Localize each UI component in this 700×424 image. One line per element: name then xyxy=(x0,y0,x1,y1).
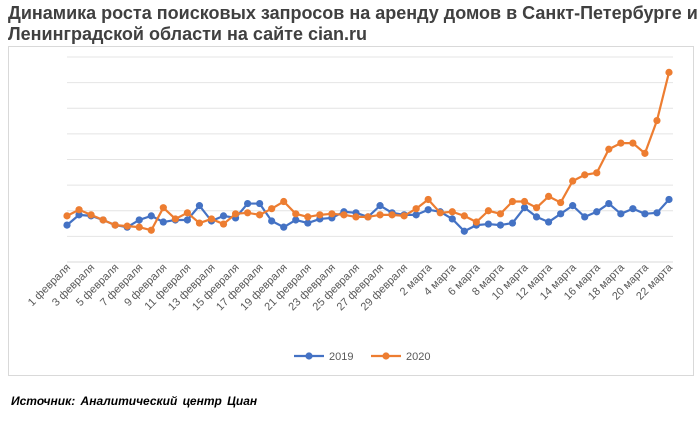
data-point-2019 xyxy=(520,204,529,212)
legend-label: 2019 xyxy=(329,351,353,363)
source-note: Источник: Аналитический центр Циан xyxy=(11,394,258,408)
data-point-2020 xyxy=(244,209,252,217)
data-point-2020 xyxy=(412,205,420,213)
data-point-2019 xyxy=(424,206,432,214)
data-point-2020 xyxy=(400,212,408,220)
data-point-2019 xyxy=(292,216,300,224)
data-point-2019 xyxy=(508,219,517,227)
chart-title: Динамика роста поисковых запросов на аре… xyxy=(8,3,698,44)
data-point-2020 xyxy=(111,221,119,229)
data-point-2020 xyxy=(195,219,204,227)
data-point-2019 xyxy=(304,219,312,227)
data-point-2020 xyxy=(123,222,131,230)
data-point-2020 xyxy=(256,211,264,219)
data-point-2019 xyxy=(605,199,613,208)
data-point-2020 xyxy=(605,145,613,153)
data-point-2020 xyxy=(496,210,505,218)
data-point-2019 xyxy=(484,220,492,228)
chart-area: 1 февраля 3 февраля 5 февраля 7 февраля 9 фе… xyxy=(8,46,694,376)
data-point-2020 xyxy=(147,226,155,234)
data-point-2020 xyxy=(520,197,529,206)
data-point-2020 xyxy=(629,139,637,147)
series-layer xyxy=(63,68,673,235)
data-point-2019 xyxy=(256,199,264,208)
data-point-2019 xyxy=(244,199,252,208)
data-point-2019 xyxy=(147,212,155,220)
data-point-2020 xyxy=(231,210,240,218)
data-point-2020 xyxy=(665,68,673,76)
data-point-2020 xyxy=(219,220,228,228)
legend: 2019 2020 xyxy=(294,351,430,363)
data-point-2019 xyxy=(75,211,83,219)
data-point-2019 xyxy=(569,202,577,210)
legend-swatch-marker xyxy=(305,352,313,360)
data-point-2020 xyxy=(340,211,348,219)
data-point-2020 xyxy=(135,223,143,231)
data-point-2020 xyxy=(75,206,83,214)
data-point-2020 xyxy=(183,209,191,217)
data-point-2019 xyxy=(617,210,625,218)
data-point-2019 xyxy=(545,218,553,226)
data-point-2020 xyxy=(460,212,468,220)
data-point-2019 xyxy=(460,227,468,235)
data-point-2019 xyxy=(581,213,589,221)
grid-lines xyxy=(67,56,673,263)
data-point-2020 xyxy=(352,213,360,221)
data-point-2019 xyxy=(135,216,143,224)
data-point-2019 xyxy=(268,217,276,225)
data-point-2019 xyxy=(593,208,601,216)
data-point-2020 xyxy=(484,207,492,215)
data-point-2019 xyxy=(448,215,456,223)
data-point-2020 xyxy=(280,197,288,206)
legend-swatch-marker xyxy=(382,352,390,360)
data-point-2020 xyxy=(532,204,541,212)
data-point-2020 xyxy=(292,210,300,218)
data-point-2020 xyxy=(593,169,601,177)
data-point-2020 xyxy=(617,139,625,147)
data-point-2019 xyxy=(557,210,565,218)
data-point-2020 xyxy=(436,209,444,217)
data-point-2019 xyxy=(629,205,637,213)
data-point-2020 xyxy=(87,211,95,219)
data-point-2019 xyxy=(665,195,673,204)
legend-label: 2020 xyxy=(406,351,430,363)
data-point-2019 xyxy=(641,210,649,218)
data-point-2020 xyxy=(159,204,167,212)
data-point-2020 xyxy=(581,171,589,179)
data-point-2019 xyxy=(653,209,661,217)
data-point-2020 xyxy=(557,198,565,207)
data-point-2020 xyxy=(268,205,276,213)
data-point-2020 xyxy=(171,215,179,223)
data-point-2020 xyxy=(99,216,107,224)
data-point-2019 xyxy=(412,211,420,219)
series-line-2020 xyxy=(66,72,671,232)
data-point-2019 xyxy=(496,221,505,229)
data-point-2020 xyxy=(63,212,71,220)
data-point-2019 xyxy=(159,218,167,226)
data-point-2020 xyxy=(304,213,312,221)
data-point-2020 xyxy=(376,211,384,219)
data-point-2020 xyxy=(424,195,432,204)
data-point-2020 xyxy=(472,218,480,226)
data-point-2019 xyxy=(532,213,541,221)
data-point-2020 xyxy=(569,177,577,185)
data-point-2020 xyxy=(316,211,324,219)
data-point-2020 xyxy=(364,213,372,221)
data-point-2019 xyxy=(195,202,204,210)
data-point-2020 xyxy=(328,210,336,218)
data-point-2019 xyxy=(219,212,228,220)
data-point-2019 xyxy=(376,202,384,210)
data-point-2019 xyxy=(63,221,71,229)
data-point-2020 xyxy=(207,215,216,223)
data-point-2020 xyxy=(388,211,396,219)
data-point-2020 xyxy=(448,208,456,216)
data-point-2020 xyxy=(545,192,553,200)
data-point-2019 xyxy=(183,216,191,224)
data-point-2019 xyxy=(280,223,288,231)
data-point-2020 xyxy=(653,116,661,125)
data-point-2020 xyxy=(508,197,517,206)
data-point-2020 xyxy=(641,149,649,157)
